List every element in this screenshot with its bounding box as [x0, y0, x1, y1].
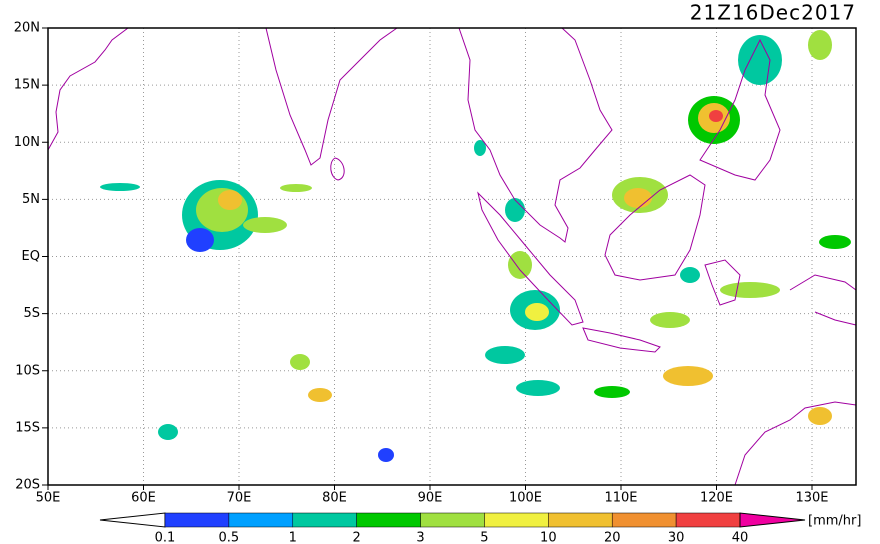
colorbar-segment	[292, 512, 357, 528]
colorbar-label: 40	[732, 531, 749, 544]
map-title: 21Z16Dec2017	[690, 1, 856, 25]
rain-areas	[100, 30, 851, 462]
colorbar-under	[99, 512, 166, 528]
lat-label: 20S	[15, 478, 40, 493]
colorbar-label: 5	[480, 531, 488, 544]
lat-label: 10S	[15, 363, 40, 378]
colorbar-segment	[420, 512, 485, 528]
lon-label: 70E	[227, 491, 252, 506]
lon-label: 90E	[418, 491, 443, 506]
colorbar-label: 1	[289, 531, 297, 544]
colorbar-segment	[484, 512, 549, 528]
colorbar-unit: [mm/hr]	[808, 514, 861, 529]
lon-label: 120E	[700, 491, 733, 506]
colorbar-label: 0.5	[219, 531, 240, 544]
colorbar-label: 20	[604, 531, 621, 544]
colorbar-label: 3	[416, 531, 424, 544]
lat-label: 5S	[23, 306, 40, 321]
lon-label: 80E	[322, 491, 347, 506]
colorbar-over	[739, 512, 806, 528]
lat-label: 15S	[15, 420, 40, 435]
colorbar-label: 2	[353, 531, 361, 544]
lat-label: 20N	[14, 21, 40, 36]
lon-label: 60E	[131, 491, 156, 506]
lon-label: 110E	[604, 491, 637, 506]
lat-label: 15N	[14, 78, 40, 93]
lon-label: 50E	[36, 491, 61, 506]
colorbar-segment	[356, 512, 421, 528]
colorbar-segment	[675, 512, 741, 528]
colorbar-segment	[164, 512, 230, 528]
colorbar-label: 10	[540, 531, 557, 544]
lat-label: 5N	[22, 192, 40, 207]
lon-label: 100E	[509, 491, 542, 506]
lon-label: 130E	[795, 491, 828, 506]
colorbar-label: 30	[668, 531, 685, 544]
colorbar-segment	[228, 512, 294, 528]
lat-label: EQ	[22, 249, 40, 264]
colorbar-segment	[611, 512, 677, 528]
colorbar-label: 0.1	[155, 531, 176, 544]
coastlines	[47, 27, 857, 486]
colorbar-segment	[548, 512, 613, 528]
lat-label: 10N	[14, 135, 40, 150]
